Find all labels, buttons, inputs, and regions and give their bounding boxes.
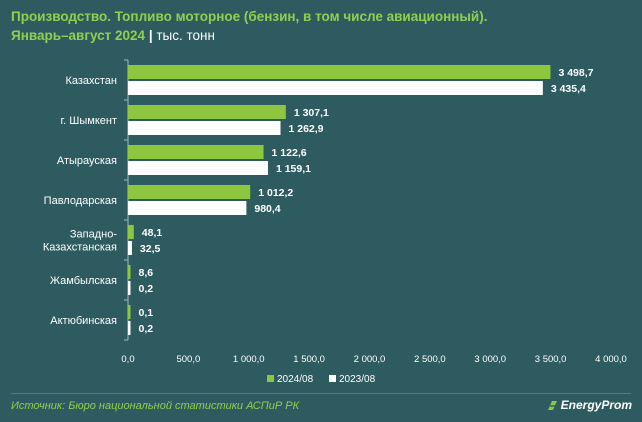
bar-2024-08 xyxy=(128,65,551,79)
bar-2023-08 xyxy=(128,321,131,335)
legend-label: 2023/08 xyxy=(339,374,376,385)
title-period: Январь–август 2024 xyxy=(11,28,146,43)
category-label: г. Шымкент xyxy=(61,115,118,127)
data-label: 32,5 xyxy=(140,243,161,255)
data-label: 8,6 xyxy=(139,267,154,279)
data-label: 1 012,2 xyxy=(258,187,293,199)
data-label: 980,4 xyxy=(254,203,280,215)
footer-divider xyxy=(11,393,631,394)
logo-text: EnergyProm xyxy=(560,398,632,412)
category-label: Западно-Казахстанская xyxy=(43,229,118,254)
data-label: 48,1 xyxy=(142,227,163,239)
source-note: Источник: Бюро национальной статистики А… xyxy=(11,400,300,412)
chart-title: Производство. Топливо моторное (бензин, … xyxy=(11,7,631,45)
bar-2023-08 xyxy=(128,201,247,215)
x-tick-label: 3 500,0 xyxy=(535,354,567,365)
bar-2023-08 xyxy=(128,81,543,95)
x-tick-label: 1 500,0 xyxy=(293,354,325,365)
bar-2024-08 xyxy=(128,305,131,319)
data-label: 3 435,4 xyxy=(551,83,586,95)
data-label: 0,2 xyxy=(139,323,154,335)
category-label: Актюбинская xyxy=(50,315,117,327)
bar-2024-08 xyxy=(128,105,286,119)
energyprom-logo: EnergyProm xyxy=(547,398,632,412)
title-unit: тыс. тонн xyxy=(156,28,215,43)
legend-swatch xyxy=(267,375,274,382)
category-label: Атырауская xyxy=(57,155,117,167)
bar-2023-08 xyxy=(128,121,281,135)
x-tick-label: 500,0 xyxy=(176,354,200,365)
title-line-1: Производство. Топливо моторное (бензин, … xyxy=(11,9,488,24)
x-tick-label: 4 000,0 xyxy=(595,354,627,365)
data-label: 0,1 xyxy=(139,307,154,319)
bar-2024-08 xyxy=(128,225,134,239)
bar-2023-08 xyxy=(128,241,132,255)
bar-chart: Казахстан 3 498,7 3 435,4 г. Шымкент 1 307,1… xyxy=(43,59,627,385)
data-label: 3 498,7 xyxy=(558,67,593,79)
category-label: Павлодарская xyxy=(44,195,117,207)
legend-label: 2024/08 xyxy=(277,374,314,385)
x-tick-label: 0,0 xyxy=(121,354,134,365)
legend-swatch xyxy=(329,375,336,382)
bar-2024-08 xyxy=(128,145,264,159)
x-tick-label: 1 000,0 xyxy=(233,354,265,365)
title-separator: | xyxy=(148,28,153,43)
x-tick-label: 3 000,0 xyxy=(474,354,506,365)
data-label: 1 122,6 xyxy=(272,147,307,159)
bar-2023-08 xyxy=(128,161,268,175)
data-label: 0,2 xyxy=(139,283,154,295)
x-tick-label: 2 500,0 xyxy=(414,354,446,365)
data-label: 1 262,9 xyxy=(288,123,323,135)
category-label: Жамбылская xyxy=(50,275,117,287)
bar-2024-08 xyxy=(128,185,251,199)
x-tick-label: 2 000,0 xyxy=(354,354,386,365)
bar-2023-08 xyxy=(128,281,131,295)
data-label: 1 159,1 xyxy=(276,163,311,175)
data-label: 1 307,1 xyxy=(294,107,329,119)
category-label: Казахстан xyxy=(65,75,117,87)
bar-2024-08 xyxy=(128,265,131,279)
logo-icon xyxy=(547,400,557,410)
